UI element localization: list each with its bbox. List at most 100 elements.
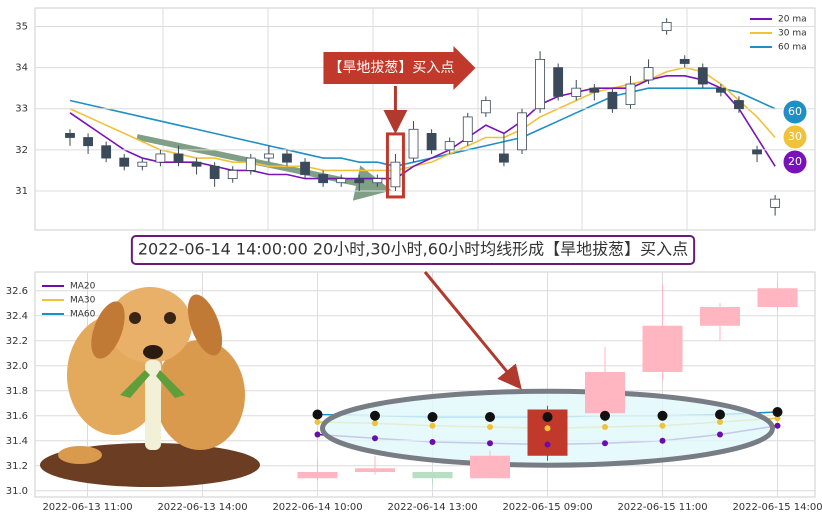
candle-body bbox=[336, 178, 347, 184]
candle-body bbox=[444, 141, 455, 151]
candle-body bbox=[318, 174, 329, 184]
candle-body bbox=[752, 149, 762, 155]
ma-dot bbox=[370, 410, 380, 421]
ma-dot bbox=[487, 440, 493, 447]
series-tag-badge bbox=[782, 124, 808, 150]
ma-dot bbox=[544, 425, 551, 432]
candle-body bbox=[757, 288, 798, 307]
ma-dot bbox=[602, 424, 608, 430]
ma-dot bbox=[544, 441, 551, 448]
candle-body bbox=[101, 145, 112, 159]
candle-body bbox=[209, 165, 220, 180]
candle-body bbox=[263, 153, 274, 159]
ma-dot bbox=[659, 422, 666, 429]
y-tick-label: 31.0 bbox=[6, 486, 28, 497]
y-tick-label: 32.6 bbox=[6, 286, 28, 297]
legend-label: 60 ma bbox=[778, 43, 807, 53]
legend-label: MA30 bbox=[70, 296, 96, 306]
candle-body bbox=[553, 67, 564, 97]
candle-body bbox=[119, 157, 130, 167]
ma-dot bbox=[429, 439, 436, 445]
x-tick-label: 2022-06-15 14:00 bbox=[732, 502, 822, 513]
candle-body bbox=[734, 100, 744, 110]
candle-body bbox=[191, 161, 202, 167]
candle-body bbox=[607, 91, 618, 110]
ma-dot bbox=[600, 410, 610, 421]
legend-label: 30 ma bbox=[778, 29, 807, 39]
x-tick-label: 2022-06-14 10:00 bbox=[272, 502, 362, 513]
annotation-text: 【旱地拔葱】买入点 bbox=[328, 60, 454, 76]
series-tag-badge bbox=[782, 99, 808, 125]
banner-text: 2022-06-14 14:00:00 20小时,30小时,60小时均线形成【旱… bbox=[138, 240, 688, 259]
ma-dot bbox=[372, 435, 378, 442]
x-tick-label: 2022-06-15 09:00 bbox=[502, 502, 592, 513]
dog-illustration bbox=[40, 287, 260, 487]
x-tick-label: 2022-06-13 11:00 bbox=[42, 502, 132, 513]
ma-dot bbox=[312, 409, 323, 420]
banner-arrow bbox=[423, 271, 522, 390]
candle-body bbox=[517, 112, 527, 151]
y-tick-label: 31.6 bbox=[6, 411, 28, 422]
candle-body bbox=[571, 87, 582, 97]
ma-dot bbox=[427, 412, 438, 422]
x-tick-label: 2022-06-15 11:00 bbox=[617, 502, 707, 513]
candle-body bbox=[354, 178, 365, 184]
candle-body bbox=[83, 137, 93, 147]
ma-dot bbox=[542, 412, 553, 422]
candle-body bbox=[355, 468, 395, 472]
candle-body bbox=[390, 161, 401, 188]
candle-body bbox=[227, 169, 238, 180]
candle-body bbox=[661, 21, 672, 32]
ma-dot bbox=[774, 422, 781, 429]
ma-dot bbox=[602, 440, 608, 447]
candle-body bbox=[282, 153, 292, 163]
legend-label: MA20 bbox=[70, 282, 96, 292]
series-tag-badge bbox=[782, 149, 808, 175]
marks: 31 32 33 34 35 20 ma 20 30 ma 30 60 ma 60 【旱地拔葱】买入点… bbox=[6, 15, 822, 514]
top-plot-frame bbox=[34, 7, 816, 231]
candle-body bbox=[642, 325, 683, 372]
ma-dot bbox=[659, 437, 666, 444]
candle-body bbox=[300, 161, 310, 175]
x-tick-label: 2022-06-14 13:00 bbox=[387, 502, 477, 513]
candle-body bbox=[715, 87, 726, 93]
candle-body bbox=[412, 472, 453, 479]
ma-dot bbox=[429, 422, 436, 429]
ma-dot bbox=[657, 410, 668, 421]
y-tick-label: 33 bbox=[15, 104, 28, 115]
ma-dot bbox=[372, 420, 378, 427]
ma-dot bbox=[314, 419, 321, 425]
ma-line bbox=[69, 75, 776, 180]
y-tick-label: 34 bbox=[15, 63, 28, 74]
candle-body bbox=[625, 83, 636, 106]
candle-body bbox=[408, 128, 419, 159]
y-tick-label: 35 bbox=[15, 22, 28, 33]
y-tick-label: 32.0 bbox=[6, 361, 28, 372]
candle-body bbox=[679, 58, 690, 64]
candle-body bbox=[697, 67, 708, 85]
candle-body bbox=[137, 161, 148, 167]
candle-body bbox=[426, 132, 437, 151]
y-tick-label: 32.4 bbox=[6, 311, 28, 322]
candle-body bbox=[297, 472, 338, 479]
candle-body bbox=[589, 87, 600, 93]
candle-body bbox=[155, 153, 166, 163]
ma-dot bbox=[717, 431, 723, 438]
series-tag: 20 bbox=[788, 155, 802, 168]
ma-line bbox=[69, 87, 776, 168]
y-tick-label: 31.2 bbox=[6, 461, 28, 472]
legend-label: MA60 bbox=[70, 310, 96, 320]
candle-body bbox=[470, 455, 510, 479]
candle-body bbox=[535, 58, 545, 110]
candle-body bbox=[499, 153, 509, 163]
candle-body bbox=[700, 307, 740, 326]
y-tick-label: 31.4 bbox=[6, 436, 28, 447]
banner-box bbox=[130, 235, 696, 265]
ma-dot bbox=[487, 424, 493, 430]
x-tick-label: 2022-06-13 14:00 bbox=[157, 502, 247, 513]
candle-body bbox=[372, 178, 383, 184]
candle-body bbox=[770, 198, 781, 208]
ma-line bbox=[69, 66, 776, 172]
candle-body bbox=[585, 372, 625, 414]
